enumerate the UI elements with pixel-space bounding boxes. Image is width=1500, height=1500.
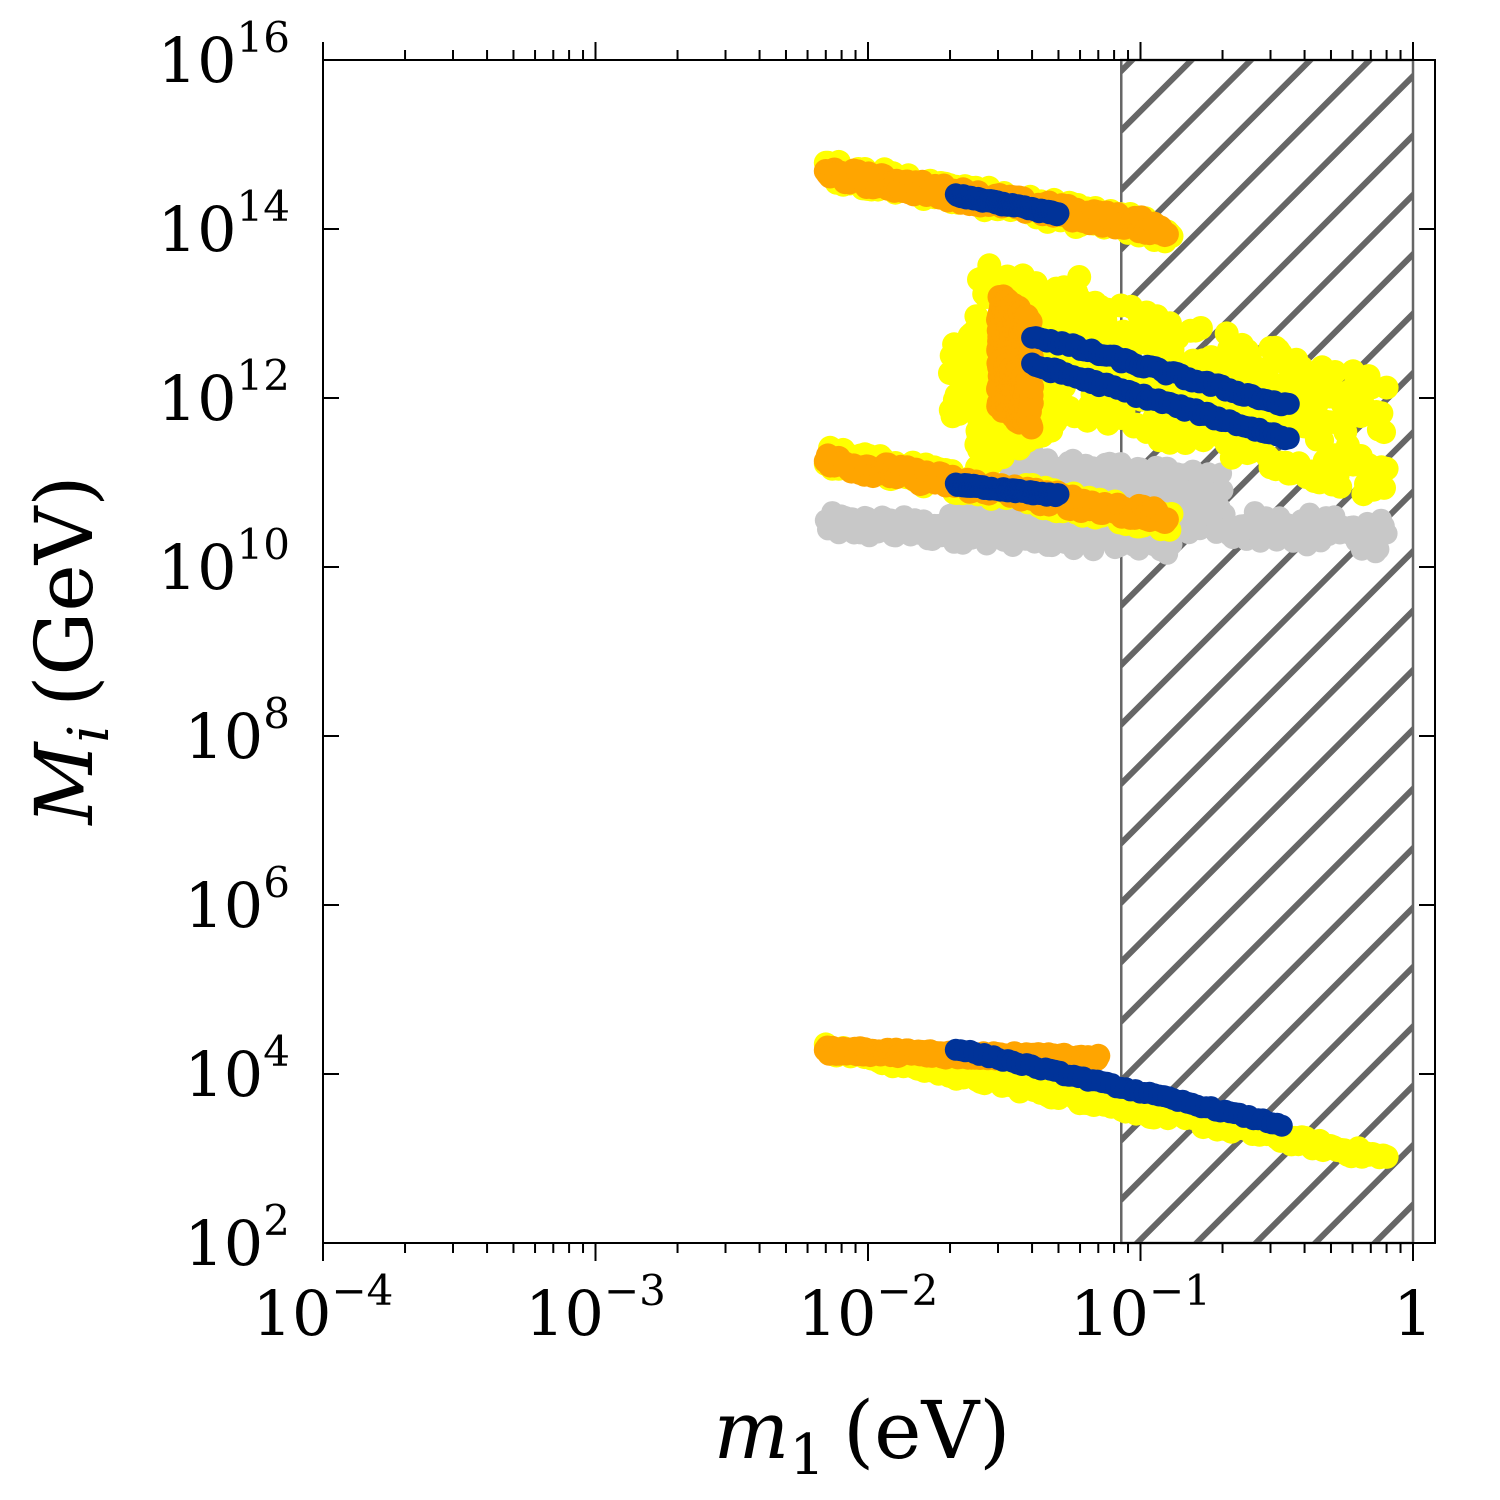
data-point — [1154, 507, 1179, 532]
data-point — [1270, 1114, 1293, 1137]
data-point — [977, 253, 1002, 278]
x-tick-label: 10−3 — [525, 1266, 666, 1350]
y-tick-label: 106 — [184, 858, 290, 942]
x-tick-label: 10−1 — [1070, 1266, 1211, 1350]
data-point — [1154, 222, 1179, 247]
data-point — [1277, 427, 1300, 450]
data-point — [1375, 522, 1398, 545]
y-tick-label: 102 — [184, 1196, 290, 1280]
data-point — [1374, 375, 1399, 400]
plot-frame-layer — [322, 59, 1436, 1244]
y-tick-label: 1014 — [158, 182, 290, 266]
data-point — [1047, 202, 1070, 225]
excluded-region-layer — [1120, 58, 1415, 1245]
data-point — [1086, 1043, 1111, 1068]
data-point — [1277, 392, 1300, 415]
data-point — [1019, 415, 1044, 440]
series-blue — [944, 183, 1300, 1137]
y-tick-label: 1016 — [158, 13, 290, 97]
data-point — [1372, 420, 1396, 445]
data-point — [1208, 496, 1231, 519]
data-point — [1047, 483, 1070, 506]
y-tick-label: 108 — [184, 689, 290, 773]
data-point — [1188, 316, 1213, 340]
data-point — [1374, 1144, 1399, 1169]
data-point — [1067, 265, 1092, 289]
data-point — [1372, 475, 1396, 500]
excluded-region — [1120, 58, 1415, 1245]
data-point — [1020, 374, 1045, 399]
plot-frame — [322, 59, 1436, 1244]
y-tick-labels: 102 104 106 108 1010 1012 1014 1016 — [158, 13, 290, 1280]
y-tick-label: 1010 — [158, 520, 290, 604]
x-tick-label: 10−2 — [798, 1266, 939, 1350]
data-point — [1369, 401, 1394, 426]
y-tick-label: 104 — [184, 1027, 290, 1111]
data-point — [1328, 474, 1353, 499]
data-point — [1323, 360, 1347, 384]
data-point — [1046, 405, 1070, 430]
x-tick-label: 10−4 — [253, 1266, 394, 1350]
scatter-points-layer — [813, 149, 1399, 1170]
x-tick-labels: 10−4 10−3 10−2 10−1 1 — [253, 1266, 1433, 1350]
data-point — [1211, 479, 1234, 502]
data-point — [1374, 456, 1399, 481]
y-tick-label: 1012 — [158, 351, 290, 435]
x-tick-label: 1 — [1393, 1277, 1432, 1350]
y-axis-title: Mi(GeV) — [18, 475, 122, 826]
x-axis-title: m1 (eV) — [713, 1384, 1010, 1488]
axis-ticks-layer — [322, 42, 1435, 1261]
data-point — [1068, 314, 1092, 339]
